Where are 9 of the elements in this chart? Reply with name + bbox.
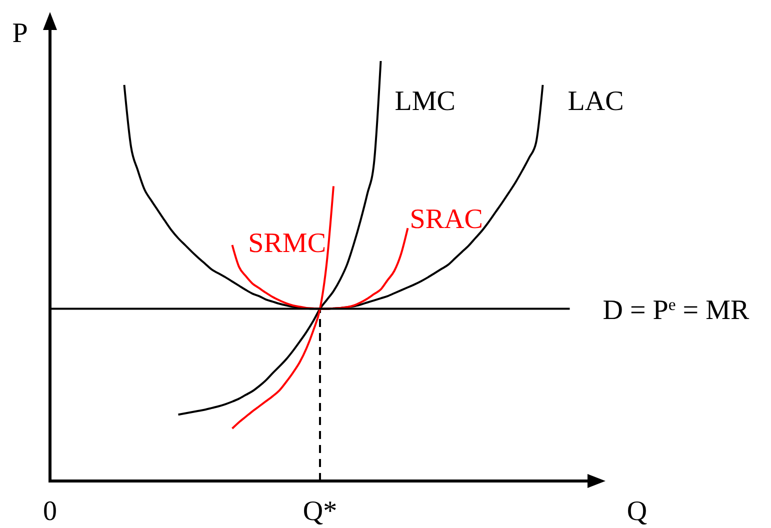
- x-axis-title: Q: [626, 496, 648, 527]
- series-label: SRAC: [410, 204, 483, 236]
- series-label: SRMC: [248, 228, 326, 260]
- y-axis-title: P: [12, 18, 28, 49]
- series-label: D = P$^{e}$ = MR: [602, 294, 750, 326]
- x-tick-label: 0: [43, 496, 57, 527]
- series-label: LAC: [568, 86, 624, 117]
- series-label: LMC: [394, 86, 456, 117]
- x-tick-label: Q*: [302, 496, 338, 527]
